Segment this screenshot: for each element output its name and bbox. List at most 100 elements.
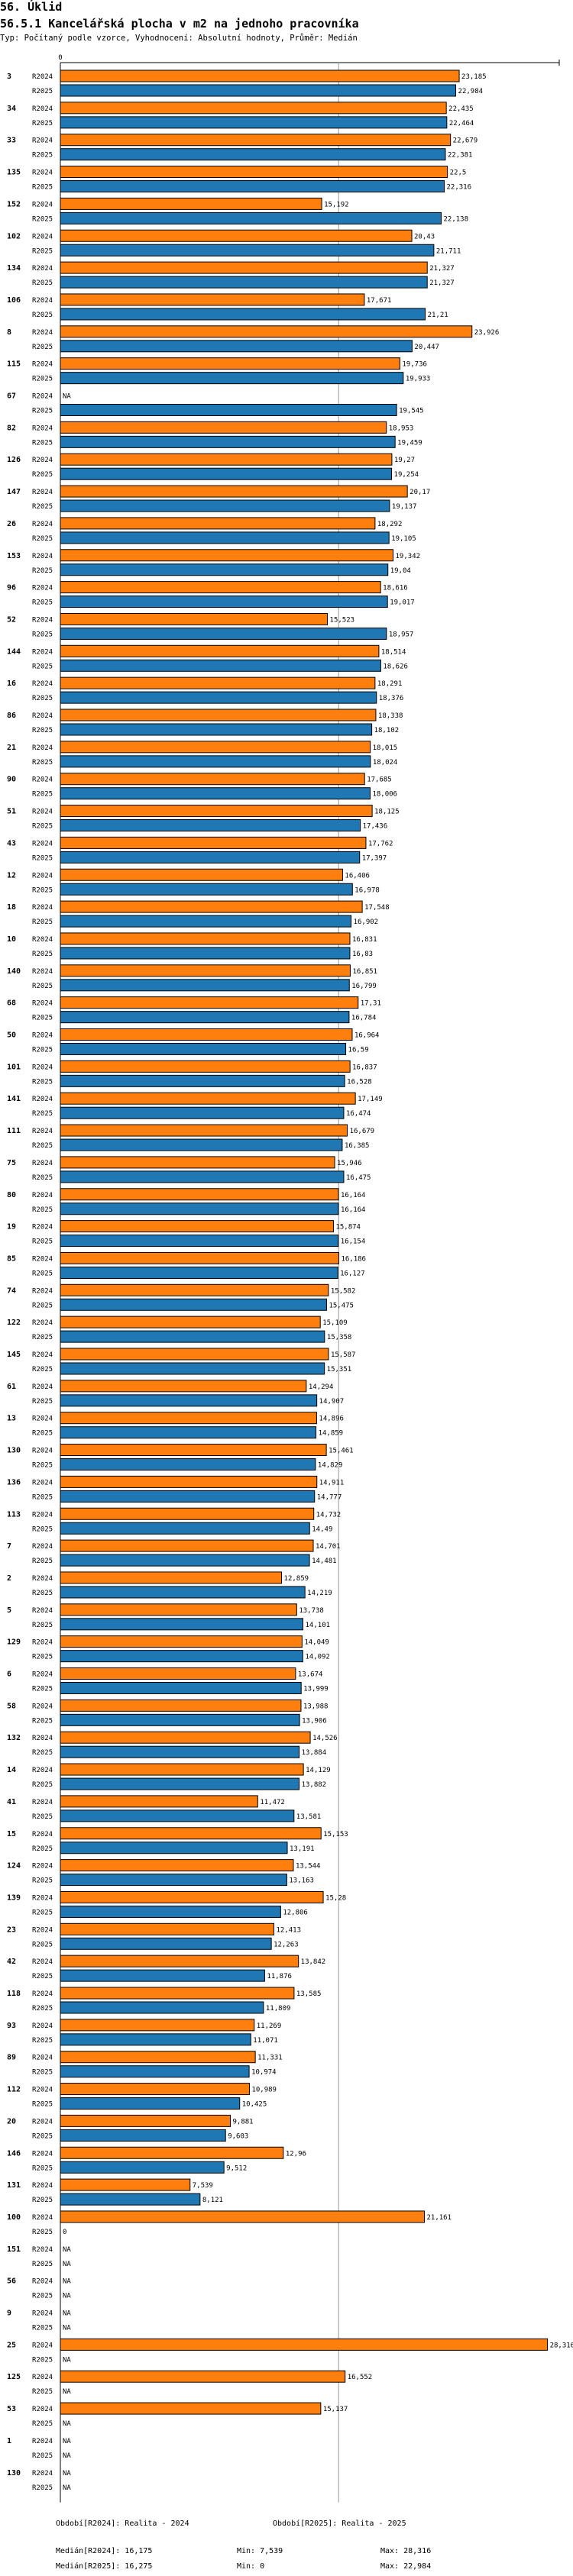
- bar-r2025: [60, 1266, 338, 1279]
- series-label: R2025: [32, 1078, 53, 1086]
- series-label: R2024: [32, 2470, 53, 2478]
- bar-r2024: [60, 932, 351, 945]
- category-label: 5: [7, 1606, 11, 1615]
- value-label: 19,017: [390, 599, 415, 607]
- bar-r2024: [60, 1539, 314, 1552]
- series-label: R2024: [32, 1735, 53, 1742]
- series-label: R2024: [32, 233, 53, 240]
- value-label: 16,851: [352, 968, 377, 976]
- missing-value-label: NA: [63, 2452, 71, 2460]
- bar-r2024: [60, 644, 380, 657]
- category-label: 1: [7, 2437, 11, 2445]
- category-label: 15: [7, 1830, 16, 1838]
- series-label: R2025: [32, 1686, 53, 1693]
- chart-subtitle: Typ: Počítaný podle vzorce, Vyhodnocení:…: [0, 34, 358, 43]
- value-label: 14,911: [319, 1479, 345, 1487]
- bar-r2024: [60, 1859, 294, 1872]
- category-label: 51: [7, 808, 16, 816]
- value-label: 19,137: [392, 503, 417, 511]
- value-label: 19,459: [397, 439, 422, 447]
- series-label: R2024: [32, 1032, 53, 1040]
- value-label: 16,59: [348, 1047, 369, 1054]
- bar-r2024: [60, 261, 428, 274]
- series-label: R2025: [32, 2005, 53, 2013]
- series-label: R2024: [32, 1064, 53, 1071]
- value-label: 15,358: [327, 1334, 352, 1341]
- series-label: R2024: [32, 936, 53, 944]
- series-label: R2025: [32, 1973, 53, 1980]
- bar-r2024: [60, 1731, 311, 1744]
- category-label: 33: [7, 137, 16, 145]
- category-label: 132: [7, 1734, 21, 1742]
- value-label: 16,474: [346, 1110, 371, 1118]
- category-label: 112: [7, 2086, 21, 2094]
- series-label: R2025: [32, 1749, 53, 1757]
- value-label: 19,933: [406, 376, 431, 383]
- bar-r2025: [60, 755, 371, 768]
- bar-r2025: [60, 531, 390, 544]
- category-label: 53: [7, 2405, 16, 2413]
- bar-r2024: [60, 325, 473, 338]
- value-label: 17,671: [367, 297, 392, 305]
- value-label: 14,896: [319, 1416, 344, 1423]
- bar-r2024: [60, 2338, 549, 2351]
- value-label: 13,882: [302, 1781, 327, 1789]
- bar-r2024: [60, 1444, 327, 1457]
- series-label: R2024: [32, 904, 53, 912]
- value-label: 14,526: [312, 1735, 338, 1742]
- series-label: R2024: [32, 1639, 53, 1647]
- series-label: R2024: [32, 1767, 53, 1774]
- category-label: 131: [7, 2181, 21, 2190]
- bar-r2025: [60, 467, 393, 480]
- series-label: R2024: [32, 393, 53, 401]
- category-label: 101: [7, 1063, 21, 1071]
- value-label: 11,269: [257, 2022, 282, 2030]
- bar-r2025: [60, 915, 352, 928]
- category-label: 75: [7, 1159, 16, 1167]
- bar-r2025: [60, 1330, 325, 1343]
- value-label: 22,435: [448, 105, 474, 113]
- series-label: R2025: [32, 1493, 53, 1501]
- bar-r2025: [60, 1809, 295, 1822]
- bar-r2025: [60, 244, 435, 257]
- series-label: R2025: [32, 535, 53, 543]
- series-label: R2024: [32, 329, 53, 337]
- value-label: 15,587: [331, 1351, 356, 1359]
- series-label: R2025: [32, 2229, 53, 2236]
- value-label: 18,338: [378, 712, 403, 720]
- category-label: 16: [7, 680, 16, 688]
- series-label: R2025: [32, 1174, 53, 1182]
- value-label: 16,837: [352, 1064, 377, 1071]
- series-label: R2024: [32, 361, 53, 369]
- series-label: R2025: [32, 1654, 53, 1661]
- category-label: 139: [7, 1893, 21, 1902]
- missing-value-label: NA: [63, 2388, 71, 2396]
- series-label: R2025: [32, 2356, 53, 2364]
- bar-r2024: [60, 166, 448, 179]
- value-label: 18,015: [373, 744, 398, 752]
- value-label: 16,784: [351, 1015, 377, 1022]
- bar-r2024: [60, 1251, 339, 1264]
- series-label: R2025: [32, 439, 53, 447]
- value-label: 16,406: [345, 872, 370, 880]
- category-label: 41: [7, 1798, 16, 1806]
- bar-r2025: [60, 1937, 272, 1950]
- value-label: 15,874: [335, 1224, 361, 1232]
- bar-r2024: [60, 709, 377, 721]
- series-label: R2024: [32, 521, 53, 528]
- category-label: 146: [7, 2149, 21, 2158]
- category-label: 61: [7, 1383, 16, 1391]
- series-label: R2025: [32, 2452, 53, 2460]
- missing-value-label: NA: [63, 2438, 71, 2445]
- footer-min-2024: Min: 7,539: [237, 2547, 283, 2555]
- bar-r2025: [60, 84, 457, 97]
- series-label: R2025: [32, 2261, 53, 2268]
- bar-r2024: [60, 1092, 356, 1105]
- bar-r2024: [60, 1603, 297, 1616]
- series-label: R2025: [32, 312, 53, 319]
- bar-r2025: [60, 2065, 250, 2078]
- category-label: 67: [7, 392, 16, 401]
- chart-title: 56.5.1 Kancelářská plocha v m2 na jednoh…: [0, 17, 359, 31]
- bar-r2025: [60, 2161, 225, 2174]
- series-label: R2024: [32, 73, 53, 81]
